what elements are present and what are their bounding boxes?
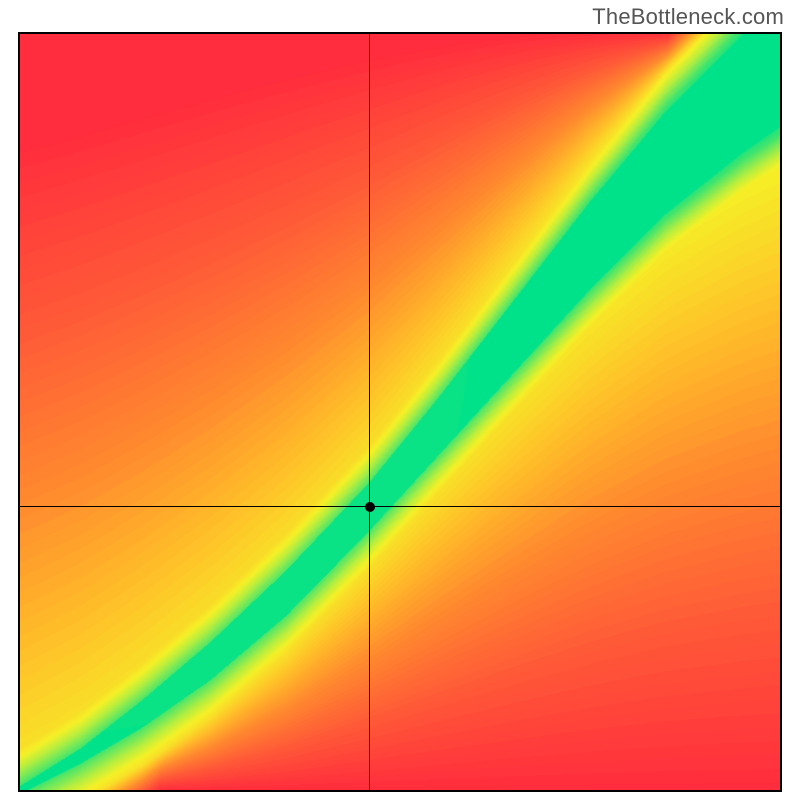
watermark-text: TheBottleneck.com — [592, 4, 784, 30]
crosshair-vertical — [369, 34, 370, 790]
crosshair-point — [365, 502, 375, 512]
page-root: { "watermark": { "text": "TheBottleneck.… — [0, 0, 800, 800]
heatmap-canvas — [20, 34, 780, 790]
heatmap-plot — [18, 32, 782, 792]
crosshair-horizontal — [20, 506, 780, 507]
